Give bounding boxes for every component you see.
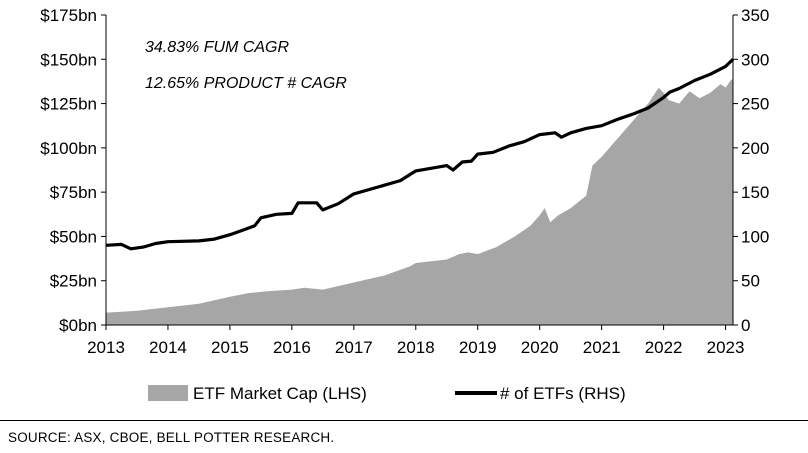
left-tick-label: $175bn <box>40 6 97 25</box>
x-tick-label: 2018 <box>397 338 435 357</box>
product-cagr-annotation: 12.65% PRODUCT # CAGR <box>145 75 347 92</box>
annotations: 34.83% FUM CAGR 12.65% PRODUCT # CAGR <box>145 39 347 92</box>
market-cap-area <box>106 78 733 325</box>
x-tick-label: 2017 <box>335 338 373 357</box>
right-tick-label: 0 <box>741 316 750 335</box>
right-tick-label: 250 <box>741 95 769 114</box>
left-tick-label: $125bn <box>40 95 97 114</box>
right-tick-label: 350 <box>741 6 769 25</box>
right-tick-label: 50 <box>741 272 760 291</box>
x-tick-label: 2022 <box>645 338 683 357</box>
x-tick-label: 2016 <box>273 338 311 357</box>
legend-swatch-market-cap <box>148 385 188 401</box>
x-tick-label: 2023 <box>707 338 745 357</box>
right-tick-label: 150 <box>741 183 769 202</box>
fum-cagr-annotation: 34.83% FUM CAGR <box>145 39 289 56</box>
right-tick-label: 300 <box>741 50 769 69</box>
etf-count-line <box>105 58 735 251</box>
x-tick-label: 2013 <box>87 338 125 357</box>
right-tick-label: 100 <box>741 227 769 246</box>
x-tick-label: 2021 <box>583 338 621 357</box>
footer-rule <box>0 420 808 421</box>
right-tick-label: 200 <box>741 139 769 158</box>
legend: ETF Market Cap (LHS) # of ETFs (RHS) <box>148 384 626 403</box>
left-tick-label: $0bn <box>59 316 97 335</box>
x-tick-label: 2020 <box>521 338 559 357</box>
x-tick-label: 2019 <box>459 338 497 357</box>
left-tick-label: $50bn <box>50 227 97 246</box>
source-note: SOURCE: ASX, CBOE, BELL POTTER RESEARCH. <box>8 430 335 445</box>
legend-label-etf-count: # of ETFs (RHS) <box>500 384 626 403</box>
market-cap-area-layer <box>106 78 733 325</box>
etf-chart: $0bn $25bn $50bn $75bn $100bn $125bn $150bn $17… <box>40 6 769 403</box>
left-tick-label: $100bn <box>40 139 97 158</box>
left-tick-label: $75bn <box>50 183 97 202</box>
x-tick-label: 2014 <box>149 338 187 357</box>
legend-label-market-cap: ETF Market Cap (LHS) <box>193 384 367 403</box>
x-tick-label: 2015 <box>211 338 249 357</box>
left-tick-label: $150bn <box>40 50 97 69</box>
etf-count-line-layer <box>105 58 735 251</box>
axes-layer: $0bn $25bn $50bn $75bn $100bn $125bn $150bn $17… <box>40 6 769 357</box>
left-tick-label: $25bn <box>50 272 97 291</box>
